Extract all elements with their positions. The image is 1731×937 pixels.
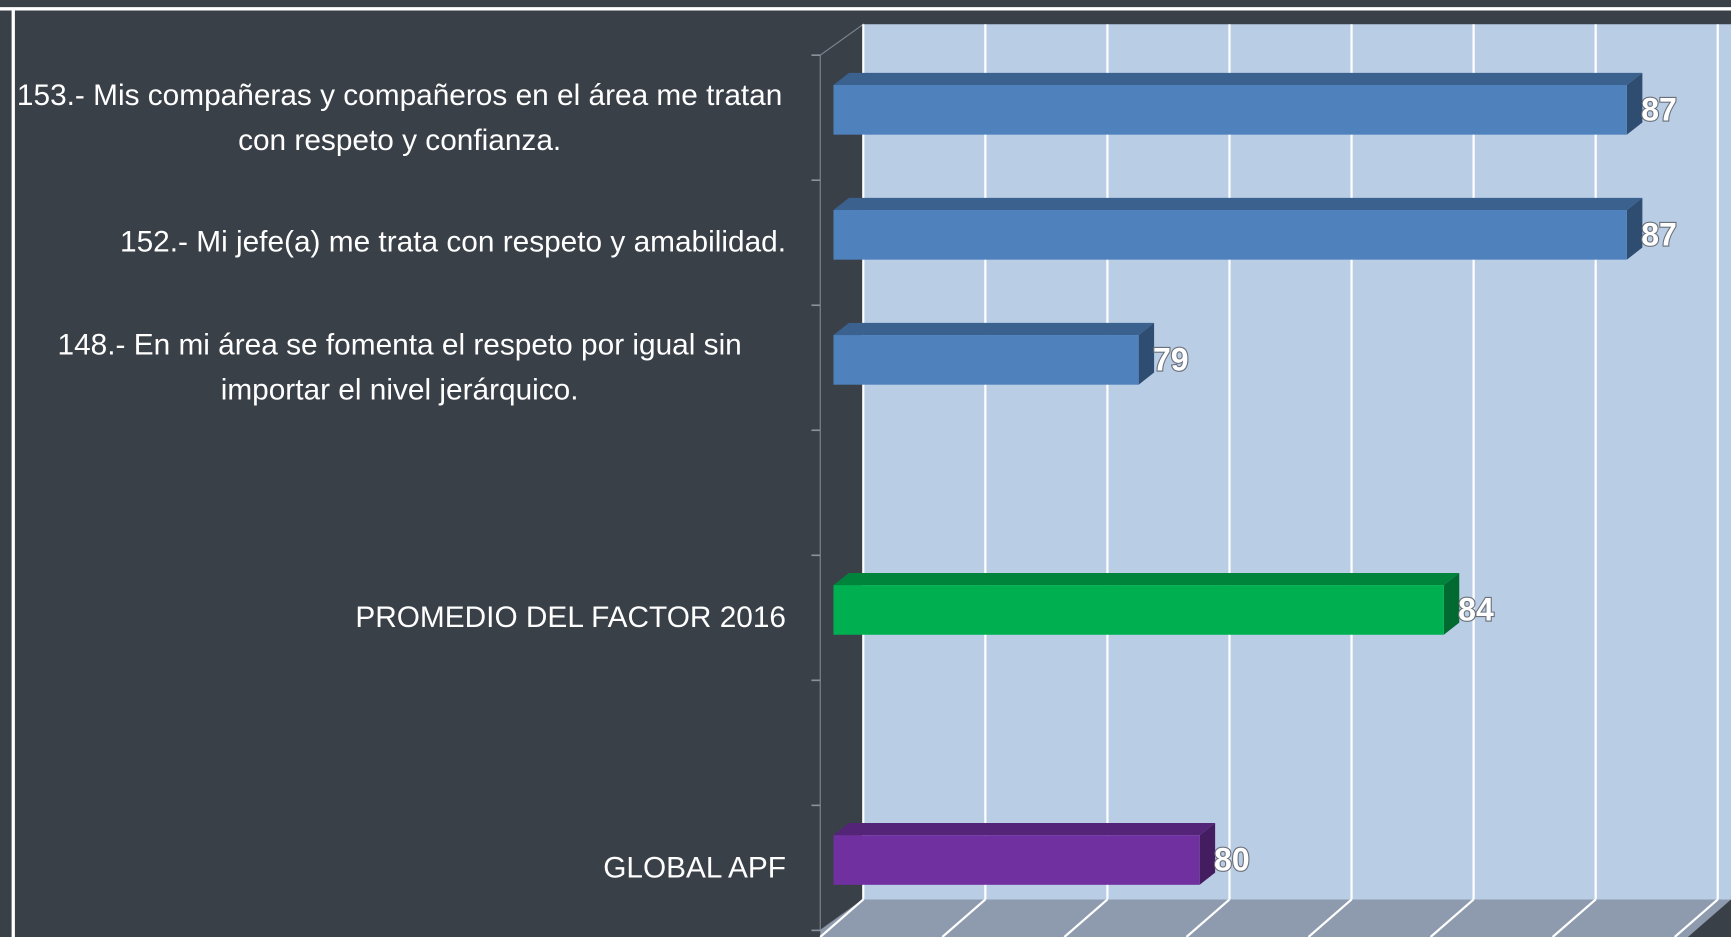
floor-line — [1673, 898, 1719, 937]
floor-line — [1307, 898, 1353, 937]
value-label: 79 — [1153, 342, 1189, 378]
bar — [833, 835, 1200, 885]
floor-line — [1063, 898, 1109, 937]
floor-line — [819, 898, 865, 937]
category-label: 148.- En mi área se fomenta el respeto p… — [13, 305, 786, 430]
side-wall — [819, 23, 864, 932]
value-label: 87 — [1641, 91, 1677, 127]
category-text: PROMEDIO DEL FACTOR 2016 — [355, 600, 787, 634]
value-label: 80 — [1214, 842, 1250, 878]
bar-top — [833, 823, 1216, 836]
category-text: 153.- Mis compañeras y compañeros en el … — [16, 77, 783, 157]
bar — [833, 335, 1139, 385]
floor — [820, 899, 1731, 937]
floor-line — [1429, 898, 1475, 937]
bar-side — [1138, 322, 1155, 385]
bar — [833, 84, 1627, 135]
bar-side — [1626, 197, 1643, 260]
bar-top — [833, 572, 1460, 586]
bar-side — [1626, 72, 1643, 135]
category-label: 152.- Mi jefe(a) me trata con respeto y … — [13, 180, 786, 305]
floor-line — [1551, 898, 1597, 937]
bar-side — [1443, 572, 1460, 635]
category-label: PROMEDIO DEL FACTOR 2016 — [13, 555, 786, 680]
value-label: 84 — [1458, 592, 1494, 628]
floor-line — [941, 898, 987, 937]
bar-top — [833, 322, 1155, 336]
category-text: 148.- En mi área se fomenta el respeto p… — [57, 328, 742, 407]
floor-line — [1185, 898, 1231, 937]
category-label: 153.- Mis compañeras y compañeros en el … — [13, 55, 786, 180]
bar — [833, 210, 1627, 260]
bar-side — [1199, 823, 1216, 885]
bar — [833, 585, 1444, 635]
bar-top — [833, 197, 1643, 211]
back-wall — [863, 24, 1731, 900]
category-text: GLOBAL APF — [603, 850, 787, 884]
category-text: 152.- Mi jefe(a) me trata con respeto y … — [120, 225, 787, 259]
value-label: 87 — [1641, 217, 1677, 253]
category-label: GLOBAL APF — [13, 805, 786, 930]
bar-top — [833, 72, 1643, 85]
